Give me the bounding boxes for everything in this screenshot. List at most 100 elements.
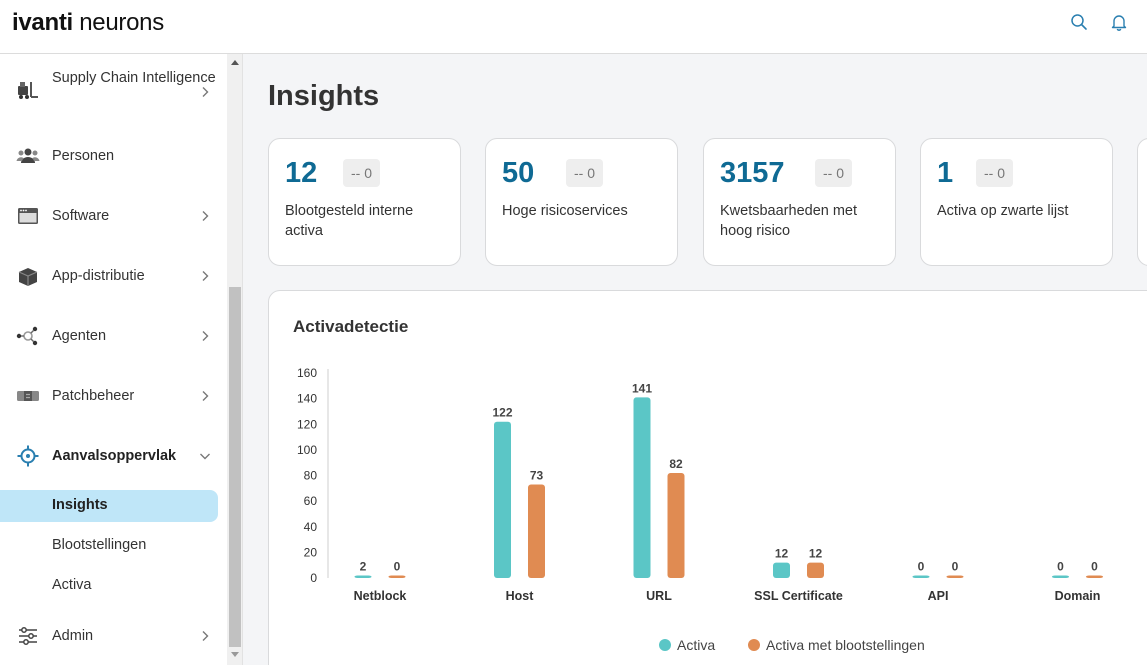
card-delta-badge: -- 0 — [976, 159, 1013, 187]
legend-swatch — [659, 639, 671, 651]
sidebar-item-app-distributie[interactable]: App-distributie — [0, 248, 227, 304]
data-label: 0 — [1057, 560, 1064, 574]
data-label: 73 — [530, 468, 544, 482]
legend-swatch — [748, 639, 760, 651]
data-label: 0 — [952, 560, 959, 574]
bar — [1086, 575, 1103, 578]
x-tick-label: Domain — [1055, 589, 1101, 603]
y-tick-label: 120 — [297, 417, 317, 431]
sidebar-item-supply-chain-intelligence[interactable]: Supply Chain Intelligence — [0, 64, 227, 120]
x-tick-label: Netblock — [354, 589, 407, 603]
sidebar-item-agenten[interactable]: Agenten — [0, 308, 227, 364]
sidebar-item-label: Personen — [52, 148, 115, 164]
y-tick-label: 0 — [310, 571, 317, 585]
bell-icon[interactable] — [1109, 12, 1129, 32]
insight-card[interactable]: 1 -- 0 Activa op zwarte lijst — [920, 138, 1113, 266]
sidebar-item-label: Admin — [52, 628, 94, 644]
sidebar-item-label: Software — [52, 208, 110, 224]
data-label: 0 — [394, 560, 401, 574]
sidebar-item-admin[interactable]: Admin — [0, 608, 227, 664]
bar — [946, 575, 964, 578]
insight-card[interactable]: 12 -- 0 Blootgesteld interne activa — [268, 138, 461, 266]
target-icon — [17, 445, 39, 467]
card-label: Activa op zwarte lijst — [937, 203, 1069, 219]
y-tick-label: 40 — [304, 520, 318, 534]
panel-title: Activadetectie — [293, 317, 409, 336]
people-icon — [16, 148, 40, 163]
page-title: Insights — [268, 80, 380, 112]
sidebar-subitem-activa[interactable]: Activa — [0, 570, 218, 602]
sidebar-subitem-label: Blootstellingen — [52, 537, 147, 553]
y-tick-label: 100 — [297, 443, 317, 457]
card-delta-badge: -- 0 — [566, 159, 603, 187]
agent-network-icon — [16, 326, 38, 346]
insight-card[interactable]: 50 -- 0 Hoge risicoservices — [485, 138, 678, 266]
sidebar-item-label: Supply Chain Intelligence — [52, 70, 216, 86]
sidebar-subitem-insights[interactable]: Insights — [0, 490, 218, 522]
sidebar-item-label: Aanvalsoppervlak — [52, 448, 177, 464]
y-tick-label: 80 — [304, 469, 318, 483]
card-label: Hoge risicoservices — [502, 203, 628, 219]
scrollbar-thumb[interactable] — [229, 287, 241, 647]
sidebar-item-aanvalsoppervlak[interactable]: Aanvalsoppervlak — [0, 428, 227, 484]
sidebar-subitem-label: Activa — [52, 577, 92, 593]
sidebar-subitem-blootstellingen[interactable]: Blootstellingen — [0, 530, 218, 562]
scroll-down-arrow-icon[interactable] — [231, 652, 239, 657]
card-value: 1 — [937, 157, 954, 189]
forklift-icon — [18, 82, 38, 99]
scroll-up-arrow-icon[interactable] — [231, 60, 239, 65]
x-tick-label: Host — [506, 589, 535, 603]
legend-label: Activa met blootstellingen — [766, 637, 925, 653]
bar — [494, 421, 511, 578]
insight-card[interactable]: 3157 -- 0 Kwetsbaarheden met hoog risico — [703, 138, 896, 266]
bar — [912, 575, 930, 578]
sidebar-subitem-label: Insights — [52, 497, 108, 513]
sidebar-item-patchbeheer[interactable]: Patchbeheer — [0, 368, 227, 424]
chevron-down-icon — [200, 453, 210, 460]
top-bar: ivanti neurons — [0, 0, 1147, 54]
data-label: 122 — [492, 406, 512, 420]
insight-card-partial[interactable] — [1137, 138, 1147, 266]
sidebar: Supply Chain Intelligence Personen Softw… — [0, 54, 227, 665]
x-tick-label: API — [928, 589, 949, 603]
chevron-right-icon — [202, 331, 209, 341]
chevron-right-icon — [202, 211, 209, 221]
chevron-right-icon — [202, 391, 209, 401]
bar — [667, 472, 685, 578]
y-tick-label: 20 — [304, 545, 318, 559]
data-label: 2 — [360, 559, 367, 573]
y-tick-label: 60 — [304, 494, 318, 508]
card-label: Blootgesteld interne activa — [285, 203, 414, 239]
data-label: 12 — [775, 547, 789, 561]
bar — [388, 575, 406, 578]
x-tick-label: SSL Certificate — [754, 589, 843, 603]
data-label: 0 — [918, 560, 925, 574]
legend-label: Activa — [677, 637, 715, 653]
sliders-icon — [19, 627, 37, 645]
main-content: Insights 12 -- 0 Blootgesteld interne ac… — [244, 54, 1147, 665]
data-label: 141 — [632, 381, 652, 395]
search-icon[interactable] — [1069, 12, 1089, 32]
bar — [633, 397, 651, 578]
y-tick-label: 140 — [297, 392, 317, 406]
bar — [354, 575, 372, 578]
bar — [807, 562, 824, 578]
sidebar-scrollbar[interactable] — [227, 54, 243, 665]
card-delta-badge: -- 0 — [343, 159, 380, 187]
data-label: 12 — [809, 547, 823, 561]
y-tick-label: 160 — [297, 366, 317, 380]
software-window-icon — [18, 208, 38, 224]
sidebar-item-software[interactable]: Software — [0, 188, 227, 244]
chevron-right-icon — [202, 271, 209, 281]
card-value: 50 — [502, 157, 535, 189]
bar — [528, 484, 545, 578]
card-label: Kwetsbaarheden met hoog risico — [720, 203, 858, 239]
ivanti-neurons-logo[interactable]: ivanti neurons — [12, 9, 164, 36]
bar — [1052, 575, 1069, 578]
card-value: 12 — [285, 157, 318, 189]
activadetectie-panel: Activadetectie 0 20 40 60 80 100 120 140 160 2 0 Ne… — [268, 290, 1147, 665]
card-delta-badge: -- 0 — [815, 159, 852, 187]
data-label: 0 — [1091, 560, 1098, 574]
sidebar-item-personen[interactable]: Personen — [0, 128, 227, 184]
sidebar-item-label: App-distributie — [52, 268, 145, 284]
